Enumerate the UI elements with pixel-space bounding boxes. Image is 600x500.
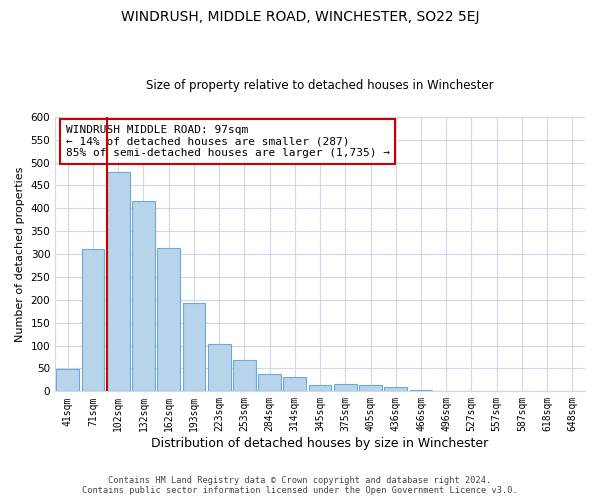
Bar [385,387,407,392]
Y-axis label: Number of detached properties: Number of detached properties [15,166,25,342]
Bar [283,376,306,392]
Bar [107,172,130,392]
X-axis label: Distribution of detached houses by size in Winchester: Distribution of detached houses by size … [151,437,489,450]
Bar [208,344,230,392]
Bar [410,390,433,392]
Bar [334,384,356,392]
Bar [82,249,104,392]
Bar [157,248,180,392]
Bar [56,370,79,392]
Bar [258,374,281,392]
Bar [132,202,155,392]
Text: Contains HM Land Registry data © Crown copyright and database right 2024.
Contai: Contains HM Land Registry data © Crown c… [82,476,518,495]
Bar [233,360,256,392]
Title: Size of property relative to detached houses in Winchester: Size of property relative to detached ho… [146,79,494,92]
Bar [359,385,382,392]
Bar [182,304,205,392]
Bar [309,385,331,392]
Text: WINDRUSH MIDDLE ROAD: 97sqm
← 14% of detached houses are smaller (287)
85% of se: WINDRUSH MIDDLE ROAD: 97sqm ← 14% of det… [66,125,390,158]
Text: WINDRUSH, MIDDLE ROAD, WINCHESTER, SO22 5EJ: WINDRUSH, MIDDLE ROAD, WINCHESTER, SO22 … [121,10,479,24]
